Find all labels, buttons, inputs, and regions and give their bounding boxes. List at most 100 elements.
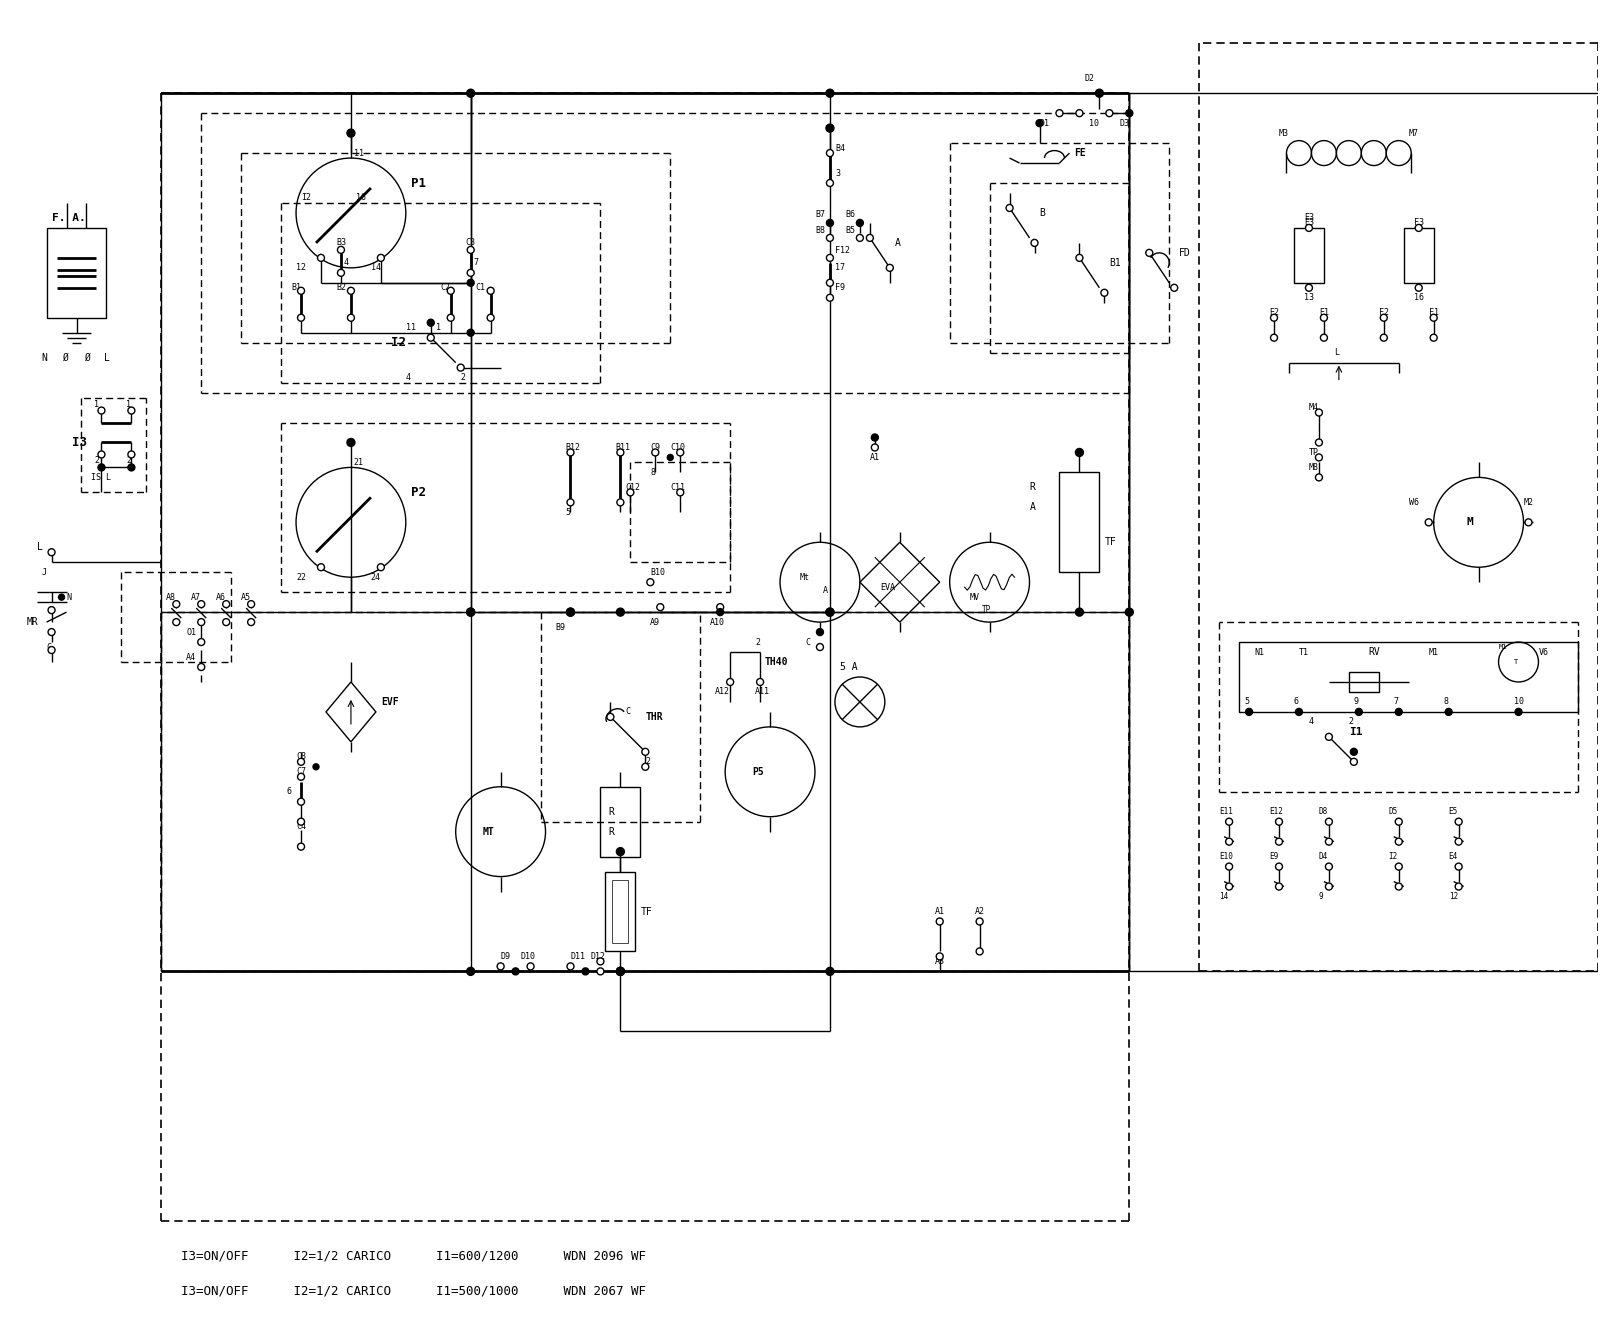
Text: M3: M3 (1278, 129, 1290, 138)
Circle shape (298, 798, 304, 805)
Circle shape (597, 968, 603, 974)
Circle shape (347, 314, 355, 321)
Text: 16: 16 (355, 193, 366, 203)
Circle shape (198, 663, 205, 671)
Text: E10: E10 (1219, 852, 1234, 862)
Circle shape (872, 433, 878, 442)
Bar (1059, 472, 1099, 572)
Circle shape (378, 564, 384, 570)
Circle shape (827, 279, 834, 286)
Text: W6: W6 (1408, 498, 1419, 507)
Circle shape (1454, 819, 1462, 825)
Circle shape (1126, 110, 1133, 117)
Circle shape (427, 334, 434, 341)
Text: 2: 2 (461, 373, 466, 382)
Circle shape (248, 601, 254, 608)
Circle shape (498, 964, 504, 970)
Text: E9: E9 (1269, 852, 1278, 862)
Circle shape (1030, 239, 1038, 247)
Circle shape (128, 451, 134, 458)
Text: 13: 13 (1304, 294, 1314, 302)
Circle shape (1320, 334, 1328, 341)
Circle shape (1315, 439, 1323, 446)
Circle shape (1395, 839, 1402, 845)
Circle shape (526, 964, 534, 970)
Circle shape (467, 270, 474, 276)
Text: M4: M4 (1309, 403, 1318, 412)
Text: C10: C10 (670, 443, 685, 452)
Text: IS L: IS L (91, 472, 112, 482)
Circle shape (1325, 883, 1333, 890)
Circle shape (606, 714, 614, 721)
Text: A3: A3 (934, 957, 944, 966)
Circle shape (936, 918, 944, 925)
Circle shape (717, 609, 723, 616)
Circle shape (1106, 110, 1114, 117)
Circle shape (1355, 709, 1362, 715)
Text: B2: B2 (336, 283, 346, 293)
Text: B: B (1040, 208, 1045, 217)
Circle shape (448, 314, 454, 321)
Circle shape (347, 287, 355, 294)
Text: E11: E11 (1219, 807, 1234, 816)
Text: 10: 10 (1090, 118, 1099, 127)
Bar (1238, 641, 1578, 711)
Circle shape (616, 968, 624, 976)
Circle shape (173, 601, 179, 608)
Text: C3: C3 (466, 239, 475, 247)
Circle shape (826, 968, 834, 976)
Circle shape (314, 764, 318, 770)
Text: 2: 2 (755, 637, 760, 647)
Circle shape (866, 235, 874, 242)
Text: A6: A6 (216, 593, 226, 601)
Circle shape (298, 843, 304, 849)
Circle shape (1454, 883, 1462, 890)
Circle shape (317, 255, 325, 262)
Text: F1: F1 (1429, 309, 1438, 317)
Text: C: C (46, 643, 51, 652)
Text: B7: B7 (814, 211, 826, 220)
Text: TF: TF (640, 906, 653, 917)
Text: THR: THR (645, 711, 662, 722)
Circle shape (1075, 448, 1083, 456)
Circle shape (1125, 608, 1133, 616)
Text: FD: FD (1179, 248, 1190, 258)
Text: P5: P5 (752, 766, 763, 777)
Circle shape (1395, 709, 1402, 715)
Circle shape (222, 601, 230, 608)
Text: D12: D12 (590, 951, 605, 961)
Circle shape (467, 247, 474, 254)
Text: N: N (67, 593, 72, 601)
Circle shape (1275, 883, 1283, 890)
Text: I2: I2 (390, 337, 406, 349)
Text: 17: 17 (835, 263, 845, 272)
Text: MT: MT (483, 827, 494, 836)
Circle shape (98, 407, 106, 415)
Circle shape (616, 608, 624, 616)
Circle shape (976, 918, 982, 925)
Text: Ø: Ø (85, 353, 90, 362)
Text: 11: 11 (406, 323, 416, 333)
Text: TP: TP (982, 605, 990, 613)
Circle shape (651, 450, 659, 456)
Text: B4: B4 (835, 144, 845, 153)
Text: C1: C1 (475, 283, 486, 293)
Circle shape (1270, 334, 1277, 341)
Circle shape (1325, 839, 1333, 845)
Text: F3: F3 (1414, 219, 1424, 227)
Text: E12: E12 (1269, 807, 1283, 816)
Circle shape (427, 319, 434, 326)
Text: B1: B1 (291, 283, 301, 293)
Circle shape (582, 968, 589, 974)
Circle shape (1226, 883, 1232, 890)
Text: A9: A9 (650, 617, 661, 627)
Text: A7: A7 (192, 593, 202, 601)
Bar (613, 879, 629, 943)
Text: 1: 1 (126, 400, 131, 409)
Text: D3: D3 (1120, 118, 1130, 127)
Circle shape (467, 89, 475, 97)
Circle shape (677, 450, 683, 456)
Text: 5 A: 5 A (840, 662, 858, 672)
Text: 14: 14 (371, 263, 381, 272)
Circle shape (1515, 709, 1522, 715)
